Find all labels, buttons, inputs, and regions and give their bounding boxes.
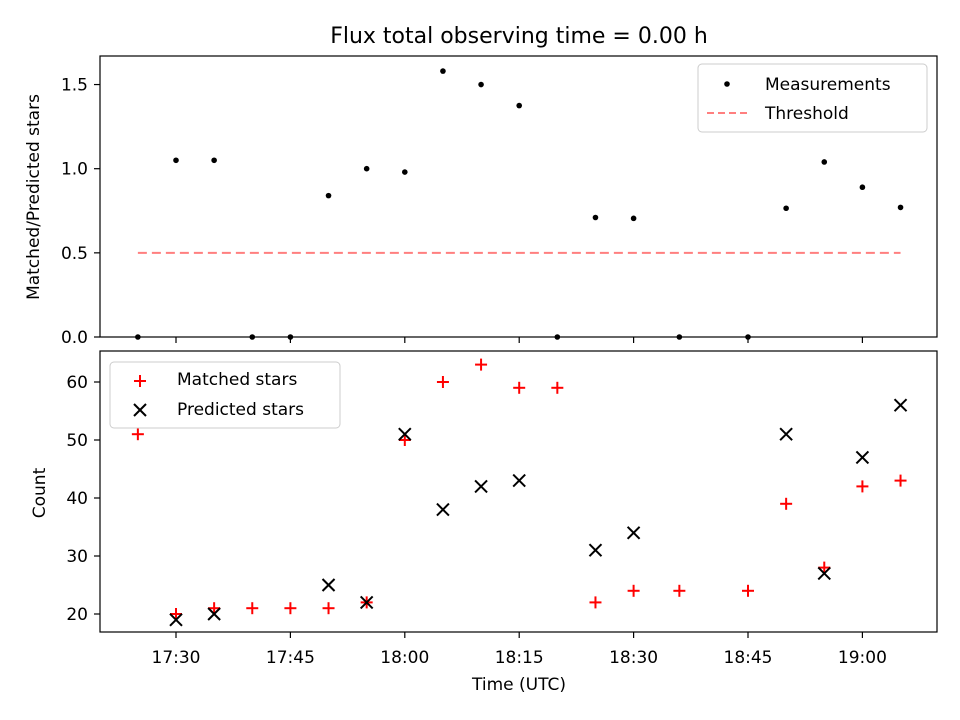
bottom-legend: Matched stars Predicted stars xyxy=(109,361,341,429)
legend-matched-label: Matched stars xyxy=(177,370,297,390)
bottom-y-tick-label: 40 xyxy=(66,489,88,509)
top-y-axis-label: Matched/Predicted stars xyxy=(24,94,44,300)
matched-star-marker xyxy=(818,561,831,574)
legend-predicted-label: Predicted stars xyxy=(177,400,304,420)
matched-star-marker xyxy=(322,602,335,615)
predicted-star-marker xyxy=(321,578,336,592)
measurement-point xyxy=(859,184,866,191)
predicted-star-stroke-b xyxy=(893,398,908,412)
x-tick-label: 19:00 xyxy=(838,648,887,668)
predicted-star-stroke-b xyxy=(398,427,412,441)
top-plot-area: 0.0 0.5 1.0 1.5 xyxy=(61,68,904,348)
matched-star-marker xyxy=(551,381,564,394)
predicted-star-stroke-b xyxy=(779,427,793,441)
legend-predicted-marker xyxy=(133,403,147,417)
matched-star-marker xyxy=(513,381,526,394)
matched-star-marker xyxy=(398,434,411,446)
predicted-star-stroke-b xyxy=(169,613,183,627)
bottom-legend-box xyxy=(109,361,341,429)
predicted-star-stroke-b xyxy=(321,578,336,592)
legend-threshold-label: Threshold xyxy=(764,104,849,124)
matched-star-marker xyxy=(780,497,793,510)
predicted-star-stroke-b xyxy=(359,595,374,610)
predicted-star-marker xyxy=(626,526,641,540)
matched-star-marker xyxy=(673,584,686,597)
matched-star-marker xyxy=(284,602,297,615)
predicted-star-marker xyxy=(779,427,793,441)
measurement-point xyxy=(897,204,904,211)
top-legend-box xyxy=(697,63,928,133)
predicted-star-stroke-b xyxy=(207,607,221,621)
measurement-point xyxy=(592,214,599,221)
x-tick-label: 18:00 xyxy=(380,648,429,668)
top-y-tick-label: 1.5 xyxy=(61,76,88,96)
x-axis-label: Time (UTC) xyxy=(471,675,566,695)
x-tick-label: 18:30 xyxy=(609,648,658,668)
measurement-point xyxy=(821,159,828,165)
top-y-tick-label: 0.0 xyxy=(61,328,88,348)
predicted-star-marker xyxy=(169,613,183,627)
predicted-star-stroke-b xyxy=(817,566,831,581)
measurement-point xyxy=(211,157,217,164)
bottom-y-tick-label: 50 xyxy=(66,431,88,451)
bottom-plot-area: 20 30 40 50 60 17:30 17:45 18:00 18:15 18:30 18:45… xyxy=(66,358,908,668)
predicted-star-marker xyxy=(512,473,526,488)
top-y-tick-label: 0.5 xyxy=(61,244,88,264)
measurement-point xyxy=(783,205,789,212)
predicted-star-marker xyxy=(359,595,374,610)
x-tick-label: 18:15 xyxy=(495,648,544,668)
measurement-point xyxy=(478,81,484,88)
matched-star-marker xyxy=(589,596,602,609)
measurement-point xyxy=(516,102,523,109)
matched-star-marker xyxy=(742,584,755,597)
matched-star-marker xyxy=(208,602,221,615)
matched-star-marker xyxy=(475,358,488,371)
legend-measurements-label: Measurements xyxy=(765,75,891,95)
top-y-tick-label: 1.0 xyxy=(61,160,88,180)
predicted-star-marker xyxy=(207,607,221,621)
x-tick-label: 17:45 xyxy=(266,648,315,668)
measurement-point xyxy=(402,169,408,175)
predicted-star-marker xyxy=(855,450,870,465)
bottom-y-axis-label: Count xyxy=(30,467,50,518)
predicted-star-marker xyxy=(398,427,412,441)
measurement-point xyxy=(325,192,332,199)
bottom-y-tick-label: 30 xyxy=(66,547,88,567)
x-tick-label: 17:30 xyxy=(152,648,201,668)
matched-star-marker xyxy=(856,480,869,493)
top-plot-frame xyxy=(99,55,938,338)
matched-star-marker xyxy=(627,584,640,597)
predicted-star-marker xyxy=(817,566,831,581)
predicted-star-stroke-b xyxy=(626,526,641,540)
bottom-plot-frame xyxy=(99,350,938,633)
measurement-point xyxy=(440,68,446,74)
top-legend: Measurements Threshold xyxy=(697,63,928,133)
predicted-star-stroke-b xyxy=(512,473,526,488)
matched-star-marker xyxy=(131,428,144,441)
predicted-star-stroke-b xyxy=(474,479,488,494)
bottom-y-tick-label: 60 xyxy=(66,373,88,393)
predicted-star-stroke-b xyxy=(436,502,450,517)
legend-matched-marker xyxy=(134,375,146,387)
matched-star-marker xyxy=(170,608,182,620)
measurement-point xyxy=(173,157,179,164)
predicted-star-marker xyxy=(588,543,603,557)
matched-star-marker xyxy=(894,474,907,487)
matched-star-marker xyxy=(436,376,449,388)
chart-title: Flux total observing time = 0.00 h xyxy=(330,24,708,49)
predicted-star-stroke-b xyxy=(855,450,870,465)
predicted-star-marker xyxy=(474,479,488,494)
predicted-star-marker xyxy=(436,502,450,517)
bottom-y-tick-label: 20 xyxy=(66,605,88,625)
measurement-point xyxy=(630,215,637,222)
matched-star-marker xyxy=(246,602,259,615)
measurement-point xyxy=(363,165,370,172)
predicted-star-stroke-b xyxy=(588,543,603,557)
x-tick-label: 18:45 xyxy=(724,648,773,668)
legend-measurements-marker xyxy=(724,81,730,87)
predicted-star-marker xyxy=(893,398,908,412)
